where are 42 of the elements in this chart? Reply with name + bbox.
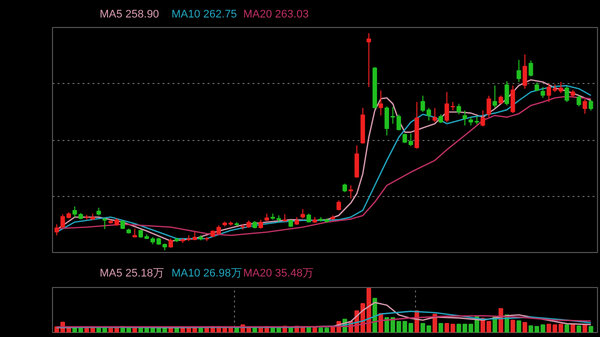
candlestick xyxy=(516,59,522,83)
candlestick xyxy=(336,200,342,211)
text: MA10 262.75 xyxy=(171,8,237,20)
bar xyxy=(306,327,312,332)
candlestick xyxy=(300,208,306,219)
text: MA20 35.48万 xyxy=(243,268,314,280)
text: MA5 258.90 xyxy=(100,8,160,20)
candlestick xyxy=(492,84,498,108)
text: MA10 26.98万 xyxy=(171,268,242,280)
bar xyxy=(516,320,522,332)
candlestick xyxy=(486,95,492,118)
text: MA20 263.03 xyxy=(243,8,309,20)
candlestick xyxy=(432,108,438,123)
bar xyxy=(438,323,444,332)
candlestick xyxy=(528,60,534,77)
bar xyxy=(576,325,582,332)
candlestick xyxy=(456,103,462,115)
bar xyxy=(522,322,528,332)
candlestick xyxy=(480,110,486,127)
candlestick xyxy=(102,217,107,230)
candlestick xyxy=(366,32,372,88)
candlestick xyxy=(348,184,354,200)
bar xyxy=(582,324,588,332)
candlestick xyxy=(378,90,384,116)
bar xyxy=(564,324,570,332)
candlestick xyxy=(462,110,468,126)
candlestick xyxy=(540,86,546,98)
bar xyxy=(570,324,576,332)
candlestick xyxy=(504,80,510,106)
candlestick xyxy=(588,99,594,111)
bar xyxy=(312,327,318,332)
candlestick xyxy=(582,98,588,114)
bar xyxy=(510,320,516,332)
text: MA5 25.18万 xyxy=(100,268,164,280)
candlestick xyxy=(522,54,528,90)
bar xyxy=(198,328,204,332)
candlestick xyxy=(510,84,516,114)
candlestick xyxy=(576,94,582,107)
candlestick xyxy=(354,144,360,178)
bar xyxy=(588,326,594,332)
candlestick xyxy=(564,86,570,102)
candlestick xyxy=(54,224,59,236)
